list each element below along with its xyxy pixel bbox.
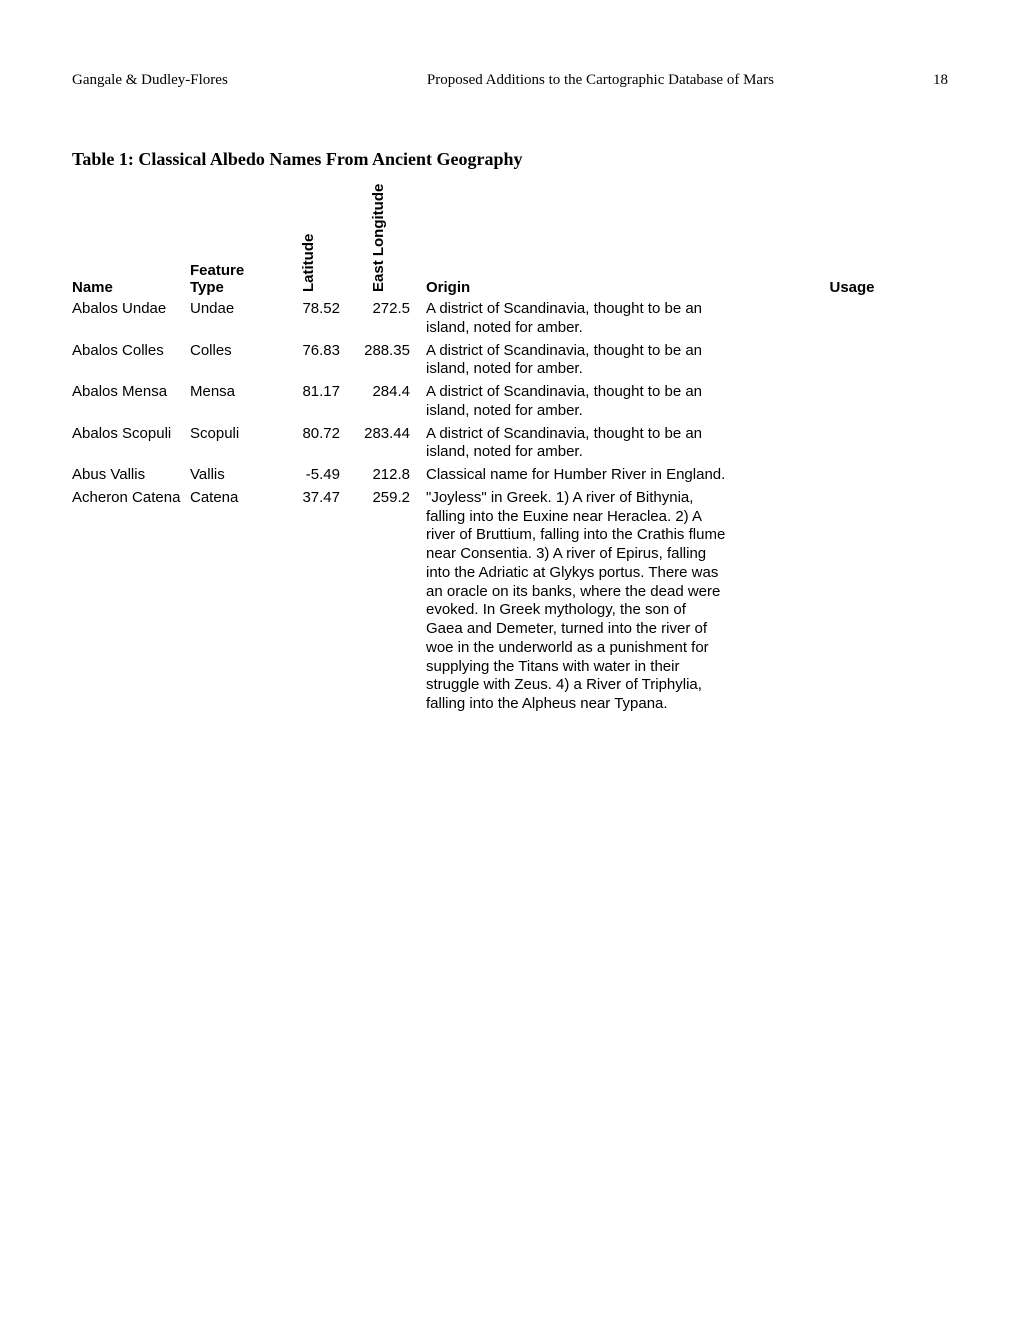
cell-lat: 78.52 (276, 298, 346, 340)
header-page-number: 18 (933, 72, 948, 89)
cell-usage (732, 464, 918, 487)
table-row: Abus Vallis Vallis -5.49 212.8 Classical… (72, 464, 918, 487)
col-header-latitude: Latitude (276, 210, 346, 298)
cell-lat: 37.47 (276, 487, 346, 716)
table-row: Abalos Scopuli Scopuli 80.72 283.44 A di… (72, 423, 918, 465)
header-title: Proposed Additions to the Cartographic D… (228, 72, 933, 89)
cell-name: Abalos Scopuli (72, 423, 190, 465)
cell-type: Vallis (190, 464, 276, 487)
cell-origin: Classical name for Humber River in Engla… (416, 464, 732, 487)
data-table: Name Feature Type Latitude East Longitud… (72, 210, 918, 716)
cell-type: Undae (190, 298, 276, 340)
col-header-name: Name (72, 210, 190, 298)
cell-lon: 259.2 (346, 487, 416, 716)
cell-origin: A district of Scandinavia, thought to be… (416, 340, 732, 382)
cell-usage (732, 487, 918, 716)
header-authors: Gangale & Dudley-Flores (72, 72, 228, 89)
cell-lon: 212.8 (346, 464, 416, 487)
cell-lon: 272.5 (346, 298, 416, 340)
table-row: Abalos Colles Colles 76.83 288.35 A dist… (72, 340, 918, 382)
col-header-usage: Usage (732, 210, 918, 298)
cell-usage (732, 423, 918, 465)
col-header-feature-type: Feature Type (190, 210, 276, 298)
table-row: Acheron Catena Catena 37.47 259.2 "Joyle… (72, 487, 918, 716)
cell-lat: 76.83 (276, 340, 346, 382)
cell-name: Abalos Colles (72, 340, 190, 382)
col-header-longitude: East Longitude (346, 210, 416, 298)
cell-origin: A district of Scandinavia, thought to be… (416, 298, 732, 340)
cell-lon: 288.35 (346, 340, 416, 382)
cell-type: Catena (190, 487, 276, 716)
table-row: Abalos Mensa Mensa 81.17 284.4 A distric… (72, 381, 918, 423)
cell-name: Acheron Catena (72, 487, 190, 716)
table-body: Abalos Undae Undae 78.52 272.5 A distric… (72, 298, 918, 716)
cell-lat: 80.72 (276, 423, 346, 465)
cell-type: Scopuli (190, 423, 276, 465)
cell-origin: A district of Scandinavia, thought to be… (416, 381, 732, 423)
cell-lat: -5.49 (276, 464, 346, 487)
page-header: Gangale & Dudley-Flores Proposed Additio… (72, 72, 948, 89)
cell-type: Mensa (190, 381, 276, 423)
col-header-origin: Origin (416, 210, 732, 298)
page: Gangale & Dudley-Flores Proposed Additio… (0, 0, 1020, 1320)
cell-name: Abalos Mensa (72, 381, 190, 423)
table-header-row: Name Feature Type Latitude East Longitud… (72, 210, 918, 298)
cell-lat: 81.17 (276, 381, 346, 423)
cell-usage (732, 381, 918, 423)
table-title: Table 1: Classical Albedo Names From Anc… (72, 149, 948, 170)
table-row: Abalos Undae Undae 78.52 272.5 A distric… (72, 298, 918, 340)
cell-name: Abalos Undae (72, 298, 190, 340)
cell-lon: 284.4 (346, 381, 416, 423)
cell-name: Abus Vallis (72, 464, 190, 487)
cell-lon: 283.44 (346, 423, 416, 465)
cell-usage (732, 340, 918, 382)
cell-origin: "Joyless" in Greek. 1) A river of Bithyn… (416, 487, 732, 716)
cell-usage (732, 298, 918, 340)
cell-origin: A district of Scandinavia, thought to be… (416, 423, 732, 465)
cell-type: Colles (190, 340, 276, 382)
